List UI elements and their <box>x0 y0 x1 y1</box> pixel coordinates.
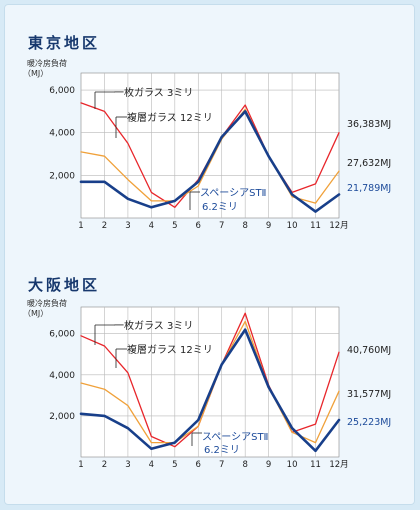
x-tick-label: 7 <box>219 221 224 231</box>
x-tick-label: 10 <box>287 221 298 231</box>
total-single: 36,383MJ <box>347 119 391 130</box>
total-double: 27,632MJ <box>347 158 391 169</box>
y-ticks: 2,000 4,000 6,000 <box>49 86 75 181</box>
single-glass-label: 一枚ガラス 3ミリ <box>114 319 193 332</box>
st-glass-series-line <box>79 328 341 453</box>
x-tick-label: 9 <box>266 460 271 470</box>
x-tick-label: 11 <box>310 460 321 470</box>
total-double: 31,577MJ <box>347 389 391 400</box>
y-tick-label: 6,000 <box>49 330 75 340</box>
panel-title: 大阪地区 <box>28 276 100 294</box>
x-tick-label: 12月 <box>329 460 348 470</box>
x-tick-label: 7 <box>219 460 224 470</box>
x-tick-label: 6 <box>196 460 201 470</box>
st-glass-thickness: 6.2ミリ <box>204 445 240 456</box>
osaka-panel: 大阪地区 暖冷房負荷 （MJ） 2,000 4,000 6,000 1 2 3 4 5 6 7 8… <box>0 0 420 470</box>
ylabel-line1: 暖冷房負荷 <box>27 58 67 68</box>
series-layer <box>79 312 341 453</box>
x-tick-label: 3 <box>125 460 130 470</box>
x-tick-label: 1 <box>78 460 83 470</box>
grid-layer <box>81 73 339 218</box>
total-single: 40,760MJ <box>347 345 391 356</box>
x-tick-label: 2 <box>102 460 107 470</box>
double-glass-label: 複層ガラス 12ミリ <box>127 343 213 356</box>
double-glass-label: 複層ガラス 12ミリ <box>127 111 213 124</box>
x-tick-label: 8 <box>242 460 247 470</box>
x-tick-label: 11 <box>310 221 321 231</box>
panel-title: 東京地区 <box>28 34 100 52</box>
x-tick-label: 12月 <box>329 221 348 231</box>
series-layer <box>79 102 341 213</box>
y-tick-label: 4,000 <box>49 371 75 381</box>
x-ticks: 1 2 3 4 5 6 7 8 9 10 11 12月 <box>78 221 348 231</box>
y-tick-label: 6,000 <box>49 86 75 96</box>
st-glass-label: スペーシアSTⅡ <box>202 432 268 443</box>
y-ticks: 2,000 4,000 6,000 <box>49 330 75 422</box>
x-tick-label: 1 <box>78 221 83 231</box>
y-tick-label: 2,000 <box>49 412 75 422</box>
st-glass-label: スペーシアSTⅡ <box>200 188 266 199</box>
x-tick-label: 6 <box>196 221 201 231</box>
single-glass-label: 一枚ガラス 3ミリ <box>114 86 193 99</box>
st-glass-series-line <box>79 110 341 213</box>
x-tick-label: 2 <box>102 221 107 231</box>
tokyo-chart: 東京地区 暖冷房負荷 （MJ） 2,000 4,000 6,000 1 2 3 4 5 6 7 8… <box>23 34 391 231</box>
x-tick-label: 8 <box>242 221 247 231</box>
x-tick-label: 10 <box>287 460 298 470</box>
plot-background <box>80 72 340 219</box>
total-st: 25,223MJ <box>347 417 391 428</box>
x-tick-label: 9 <box>266 221 271 231</box>
y-tick-label: 4,000 <box>49 129 75 139</box>
ylabel-line2: （MJ） <box>23 309 48 318</box>
ylabel-line1: 暖冷房負荷 <box>27 298 67 308</box>
total-st: 21,789MJ <box>347 183 391 194</box>
x-tick-label: 4 <box>149 221 154 231</box>
y-tick-label: 2,000 <box>49 171 75 181</box>
x-tick-label: 5 <box>172 460 177 470</box>
x-tick-label: 5 <box>172 221 177 231</box>
st-glass-thickness: 6.2ミリ <box>202 202 238 213</box>
tokyo-panel: 東京地区 暖冷房負荷 （MJ） 2,000 4,000 6,000 1 2 3 4 5 6 7 8… <box>0 0 420 240</box>
x-ticks: 1 2 3 4 5 6 7 8 9 10 11 12月 <box>78 460 348 470</box>
x-tick-label: 4 <box>149 460 154 470</box>
x-tick-label: 3 <box>125 221 130 231</box>
ylabel-line2: （MJ） <box>23 69 48 78</box>
grid-layer <box>81 307 339 457</box>
